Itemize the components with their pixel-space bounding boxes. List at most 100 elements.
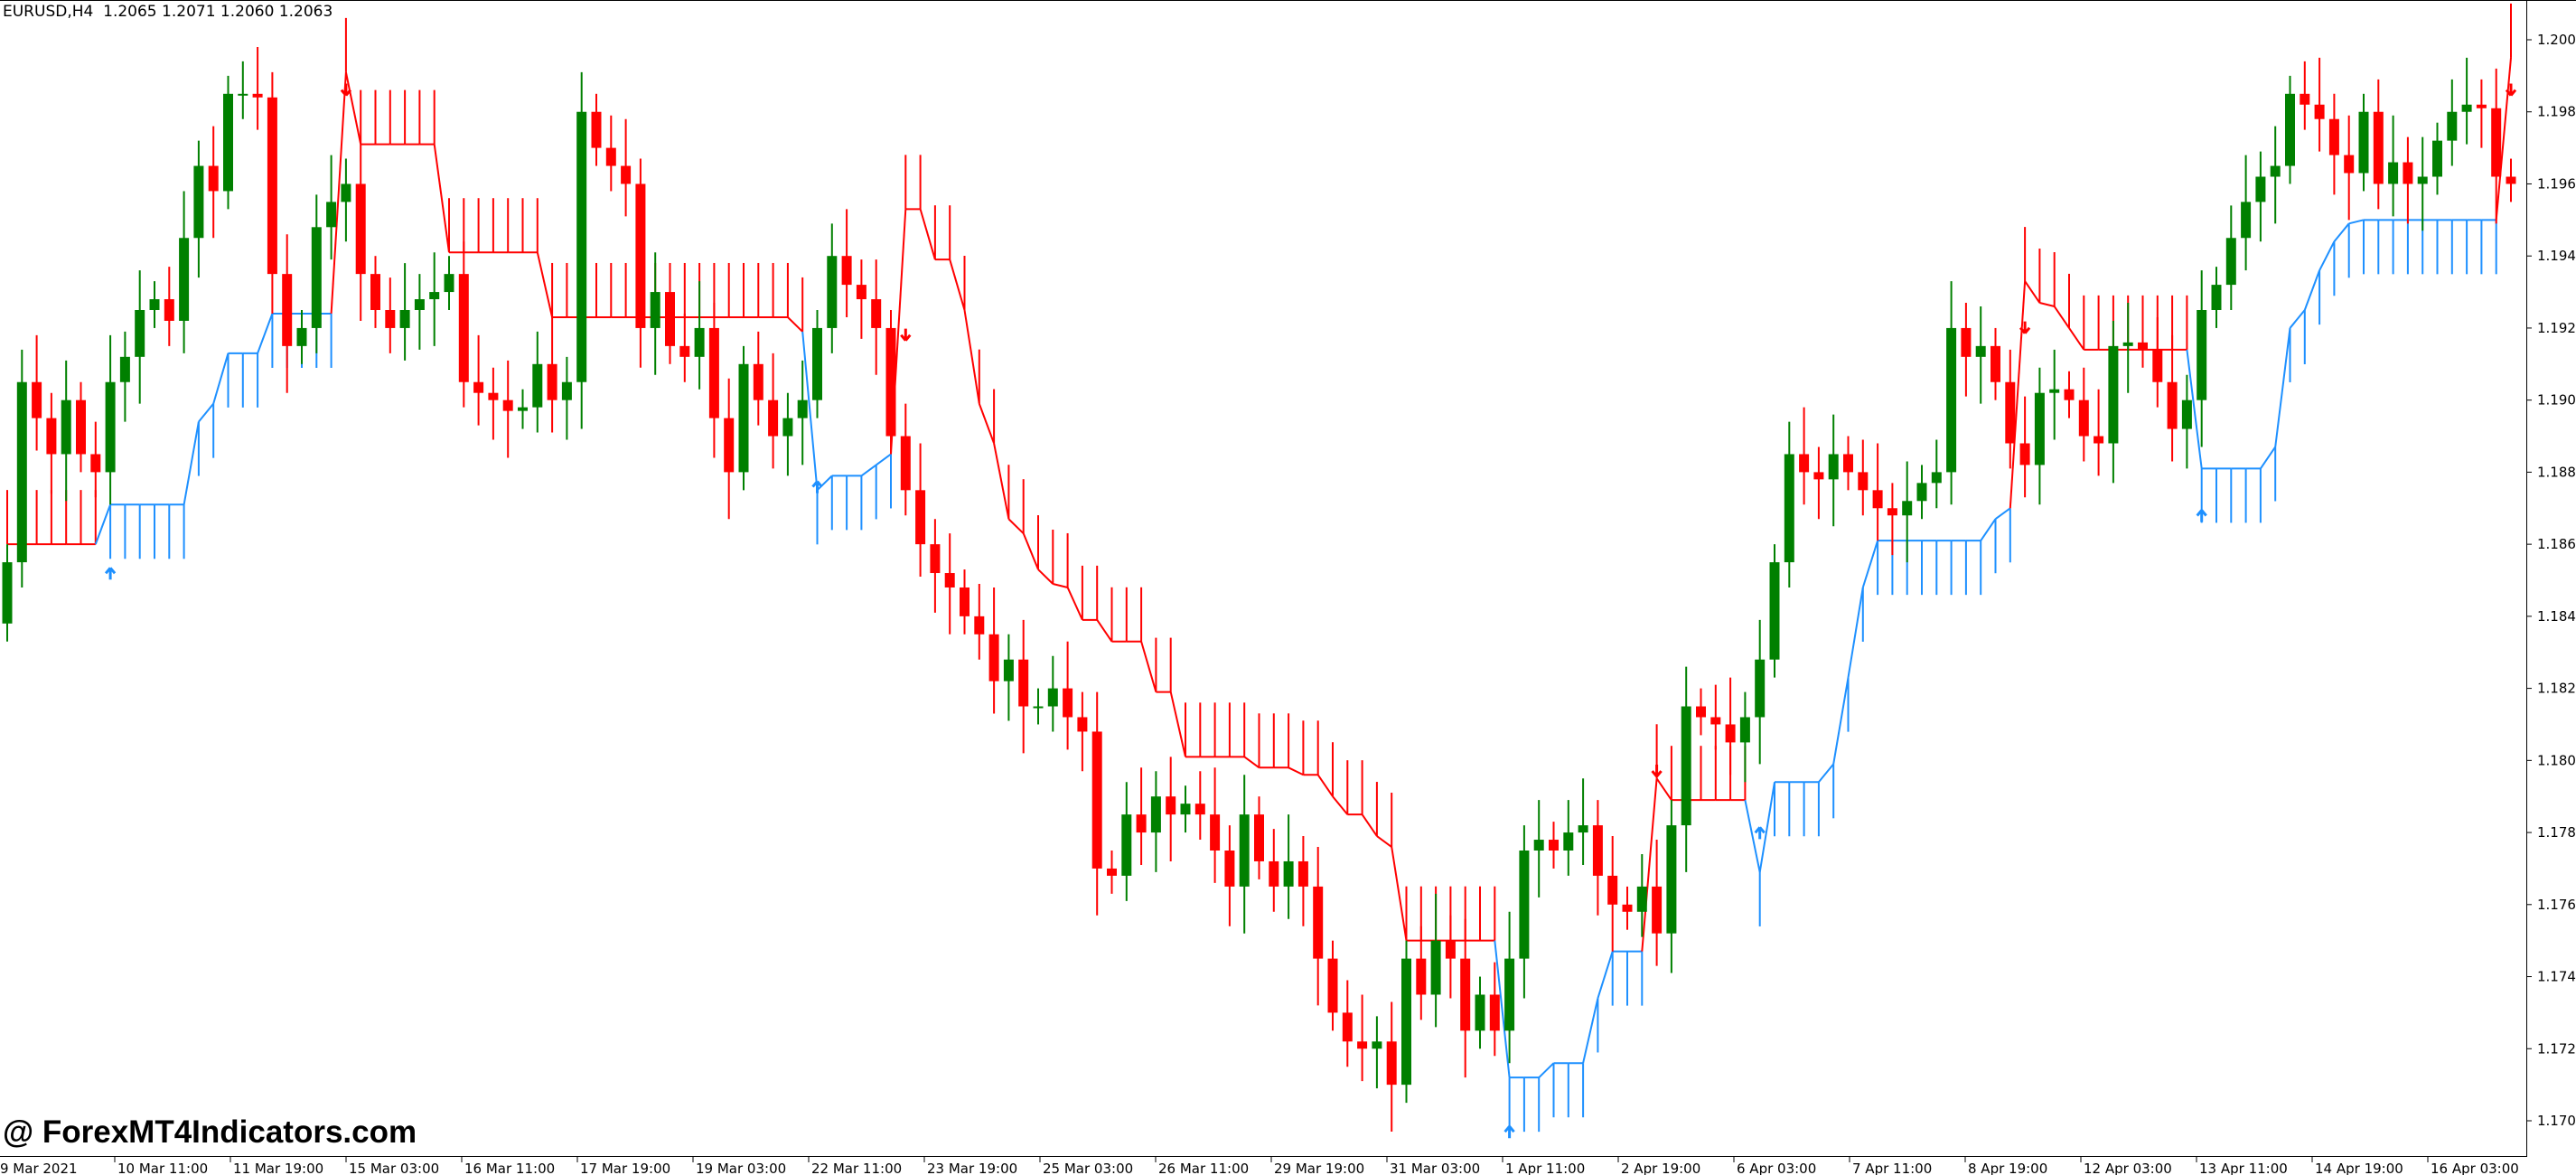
candle [1843, 436, 1853, 491]
candle [444, 256, 454, 311]
candle [518, 389, 528, 429]
candle [2358, 93, 2369, 192]
candle-body [1622, 904, 1633, 912]
candle [665, 274, 675, 364]
candle [458, 241, 469, 408]
candle [46, 392, 57, 494]
candle [1047, 655, 1058, 732]
trail-segment [1847, 587, 1864, 678]
candle [2108, 320, 2119, 484]
candle-body [1150, 796, 1161, 833]
candle [296, 310, 307, 364]
candle-body [208, 165, 219, 192]
candle-body [1430, 940, 1441, 995]
candle-body [1372, 1041, 1382, 1049]
price-tick-label: 1.1960 [2537, 175, 2576, 192]
candle [1224, 825, 1235, 926]
candle-body [2241, 202, 2252, 239]
candle [532, 331, 543, 433]
candle-body [930, 544, 941, 574]
candle [326, 155, 337, 260]
price-axis[interactable]: 1.2000 1.1980 1.1960 1.1940 1.1920 1.1900 1.18… [2527, 32, 2576, 1129]
candle [1254, 796, 1264, 879]
candle [16, 349, 27, 588]
trail-segment [2348, 219, 2365, 225]
candle [90, 421, 101, 498]
candle-body [1652, 886, 1663, 934]
time-tick-label: 22 Mar 11:00 [811, 1161, 902, 1175]
candle [915, 443, 926, 578]
candle [414, 274, 425, 350]
candle-body [1991, 345, 2000, 382]
sell-arrow-icon [1651, 765, 1663, 778]
candle [2197, 270, 2207, 447]
trail-segment [536, 251, 554, 318]
candle-body [1269, 860, 1279, 887]
candle [238, 61, 248, 119]
candle-body [135, 310, 145, 357]
candle-body [444, 274, 454, 293]
price-tick-label: 1.1780 [2537, 824, 2576, 841]
indicator-histogram [6, 3, 2512, 1133]
trail-segment [1582, 998, 1599, 1064]
candle [2328, 93, 2339, 195]
candle-body [1519, 851, 1530, 959]
candle-body [1710, 717, 1721, 725]
candle-body [960, 587, 970, 616]
candle-body [885, 327, 896, 437]
candle [2461, 57, 2472, 145]
candle-body [414, 299, 425, 311]
candle [2167, 334, 2178, 462]
candle [1991, 327, 2000, 400]
candle-body [2328, 118, 2339, 155]
trail-segment [1758, 782, 1775, 873]
candle-body [1283, 860, 1294, 887]
candle-body [532, 363, 543, 408]
price-tick-label: 1.1760 [2537, 897, 2576, 913]
candle [1283, 814, 1294, 919]
time-tick-label: 16 Apr 03:00 [2431, 1161, 2519, 1175]
candle [2491, 68, 2502, 224]
candle-body [900, 436, 911, 491]
trail-segment [1538, 1062, 1555, 1078]
candle-body [282, 274, 293, 346]
candle-body [768, 400, 779, 437]
candle [1077, 691, 1088, 772]
candle [1887, 483, 1897, 556]
candle-body [1136, 814, 1147, 833]
candle [1313, 847, 1324, 1006]
candle-body [2270, 165, 2281, 177]
candle-body [2094, 436, 2104, 444]
candle-body [1003, 659, 1014, 682]
candle [1386, 1001, 1397, 1132]
trail-segment [433, 144, 450, 253]
candle [1489, 962, 1500, 1057]
candle-body [311, 227, 322, 328]
candle-body [1843, 454, 1853, 473]
time-tick-label: 31 Mar 03:00 [1390, 1161, 1480, 1175]
candle [1592, 800, 1603, 916]
candle [1018, 619, 1029, 754]
candle [1342, 980, 1353, 1067]
candle-body [650, 292, 660, 328]
trail-segment [2053, 306, 2070, 329]
trail-segment [978, 403, 996, 444]
candle-body [2, 562, 13, 624]
candle-body [1401, 958, 1411, 1086]
candle [974, 583, 985, 660]
price-tick-label: 1.1860 [2537, 536, 2576, 552]
trail-segment [1994, 507, 2011, 521]
candle [399, 263, 410, 361]
candle-body [1047, 688, 1058, 707]
time-axis[interactable]: 9 Mar 2021 10 Mar 11:00 11 Mar 19:00 15 Mar… [0, 1157, 2519, 1175]
candle-body [2491, 108, 2502, 177]
candle [2403, 136, 2413, 224]
trail-segment [1641, 778, 1658, 952]
candle [841, 209, 852, 317]
trail-segment [2495, 57, 2512, 221]
candle-body [1784, 454, 1794, 563]
candle [2005, 349, 2016, 469]
price-tick-label: 1.1920 [2537, 320, 2576, 336]
candle-body [1931, 472, 1942, 484]
